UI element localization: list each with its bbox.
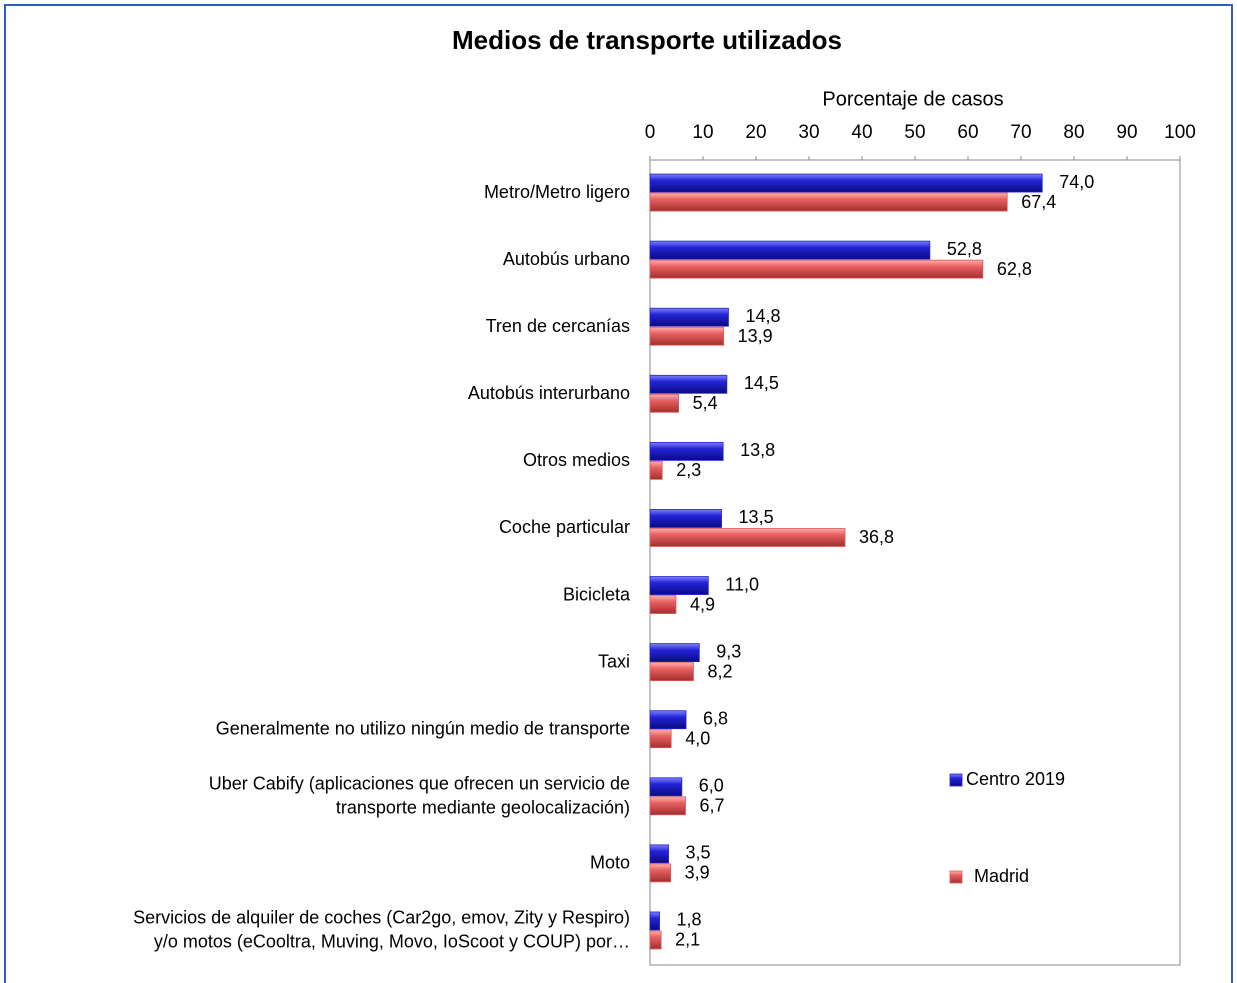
legend-label: Centro 2019 xyxy=(966,769,1065,789)
legend-label: Madrid xyxy=(974,866,1029,886)
y-tick-label: Autobús interurbano xyxy=(468,383,630,403)
x-tick-label: 0 xyxy=(645,122,656,143)
y-tick-label: Tren de cercanías xyxy=(486,316,630,336)
x-tick-label: 70 xyxy=(1010,122,1031,143)
x-tick-label: 30 xyxy=(798,122,819,143)
value-label: 6,8 xyxy=(703,708,728,728)
y-tick-label: Autobús urbano xyxy=(503,249,630,269)
bar xyxy=(649,844,669,864)
value-label: 62,8 xyxy=(997,259,1032,279)
value-label: 4,9 xyxy=(690,594,715,614)
bar xyxy=(649,307,729,327)
bar xyxy=(649,326,725,346)
x-tick-label: 60 xyxy=(957,122,978,143)
bar xyxy=(649,863,672,883)
bar xyxy=(649,930,662,950)
x-tick-label: 100 xyxy=(1164,122,1196,143)
bar xyxy=(649,374,728,394)
y-tick-label: Bicicleta xyxy=(563,584,631,604)
bar xyxy=(649,643,700,663)
bar xyxy=(649,710,687,730)
bar xyxy=(649,509,722,528)
legend-marker xyxy=(949,773,963,787)
value-label: 13,8 xyxy=(740,440,775,460)
bar xyxy=(649,240,931,260)
value-label: 1,8 xyxy=(677,910,702,930)
bar xyxy=(649,192,1008,212)
value-label: 3,9 xyxy=(685,863,710,883)
value-label: 6,7 xyxy=(700,796,725,816)
y-tick-label: Uber Cabify (aplicaciones que ofrecen un… xyxy=(209,774,630,794)
value-label: 52,8 xyxy=(947,239,982,259)
x-axis-title: Porcentaje de casos xyxy=(822,88,1003,110)
bar xyxy=(649,460,663,480)
value-label: 3,5 xyxy=(686,843,711,863)
value-label: 13,5 xyxy=(739,507,774,527)
value-label: 67,4 xyxy=(1021,192,1056,212)
y-tick-label: Moto xyxy=(590,853,630,873)
y-tick-label: Taxi xyxy=(598,651,630,671)
value-label: 5,4 xyxy=(693,393,718,413)
y-tick-label: Generalmente no utilizo ningún medio de … xyxy=(216,718,630,738)
x-tick-label: 80 xyxy=(1063,122,1084,143)
value-label: 11,0 xyxy=(725,574,759,594)
bar xyxy=(649,528,846,547)
chart-title: Medios de transporte utilizados xyxy=(452,25,842,55)
value-label: 36,8 xyxy=(859,527,894,547)
legend-marker xyxy=(949,870,963,884)
bar xyxy=(649,393,680,413)
bar xyxy=(649,259,984,279)
y-tick-label: Metro/Metro ligero xyxy=(484,182,630,202)
bar xyxy=(649,796,686,816)
bar xyxy=(649,595,677,614)
bar xyxy=(649,441,724,461)
bar xyxy=(649,173,1043,193)
x-tick-label: 50 xyxy=(904,122,925,143)
value-label: 2,3 xyxy=(676,460,701,480)
value-label: 9,3 xyxy=(716,641,741,661)
value-label: 14,8 xyxy=(745,306,780,326)
value-label: 4,0 xyxy=(685,728,710,748)
x-tick-label: 40 xyxy=(851,122,872,143)
value-label: 74,0 xyxy=(1059,172,1094,192)
x-tick-label: 90 xyxy=(1116,122,1137,143)
bar xyxy=(649,662,694,682)
value-label: 8,2 xyxy=(707,661,732,681)
value-label: 2,1 xyxy=(675,930,700,950)
y-tick-label: transporte mediante geolocalización) xyxy=(336,798,630,818)
x-tick-label: 20 xyxy=(745,122,766,143)
bar xyxy=(649,911,660,931)
bar xyxy=(649,729,672,749)
y-tick-label: y/o motos (eCooltra, Muving, Movo, IoSco… xyxy=(154,932,630,952)
frame xyxy=(4,4,1233,983)
bar xyxy=(649,576,709,595)
value-label: 13,9 xyxy=(738,326,773,346)
y-tick-label: Otros medios xyxy=(523,450,630,470)
value-label: 14,5 xyxy=(744,373,779,393)
y-tick-label: Servicios de alquiler de coches (Car2go,… xyxy=(133,908,630,928)
value-label: 6,0 xyxy=(699,776,724,796)
y-tick-label: Coche particular xyxy=(499,517,630,537)
x-tick-label: 10 xyxy=(692,122,713,143)
bar xyxy=(649,777,683,797)
